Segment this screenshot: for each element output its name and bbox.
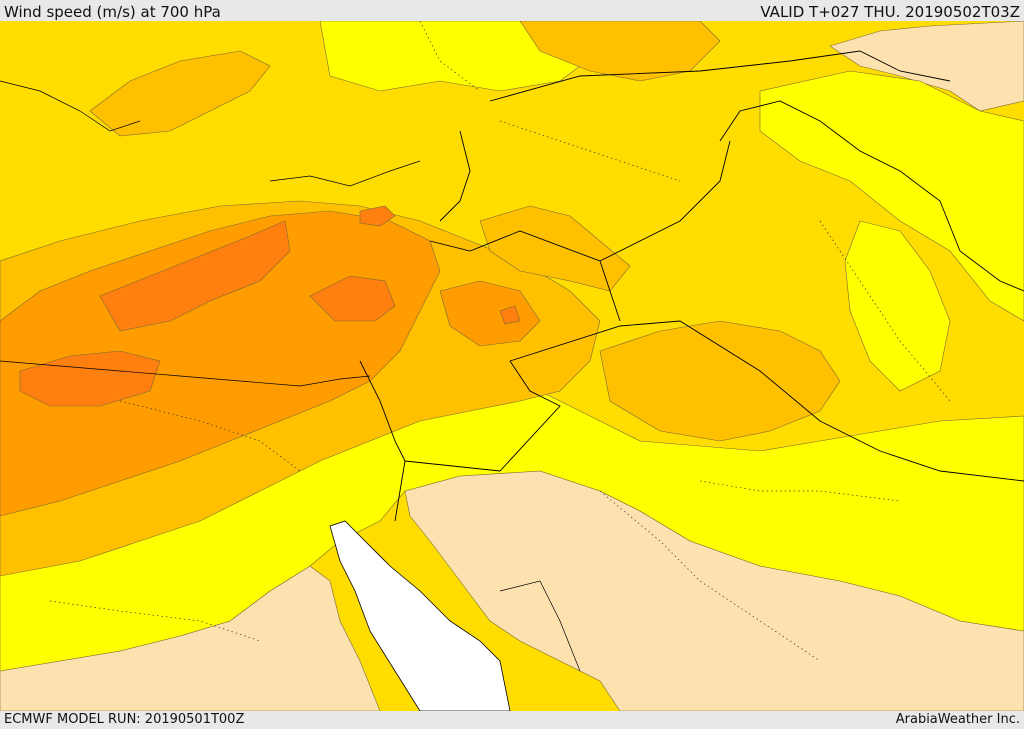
coastlines <box>0 80 581 672</box>
credit: ArabiaWeather Inc. <box>895 712 1020 727</box>
fresh-region-levant <box>479 205 631 292</box>
strong-patch-jordan <box>439 280 541 347</box>
wind-speed-map <box>0 21 1024 711</box>
red-sea <box>329 520 511 711</box>
light-patch-iraq <box>844 220 951 392</box>
calm-region-ne <box>829 21 1024 112</box>
very-strong-patch-4 <box>499 305 521 325</box>
very-strong-region <box>99 220 291 332</box>
header-bar: Wind speed (m/s) at 700 hPa VALID T+027 … <box>0 0 1024 21</box>
fresh-region-north <box>89 50 271 137</box>
very-strong-patch-3 <box>359 205 396 227</box>
model-run: ECMWF MODEL RUN: 20190501T00Z <box>4 712 245 727</box>
footer-bar: ECMWF MODEL RUN: 20190501T00Z ArabiaWeat… <box>0 711 1024 729</box>
country-borders <box>359 50 1024 522</box>
admin-boundaries <box>49 21 951 662</box>
map-title: Wind speed (m/s) at 700 hPa <box>4 3 221 21</box>
fresh-region-northeast <box>519 21 721 82</box>
valid-time: VALID T+027 THU. 20190502T03Z <box>760 3 1020 21</box>
fresh-region-iraq <box>599 320 841 442</box>
light-region-east <box>759 70 1024 322</box>
very-strong-patch-1 <box>309 275 396 322</box>
very-strong-patch-2 <box>19 350 161 407</box>
